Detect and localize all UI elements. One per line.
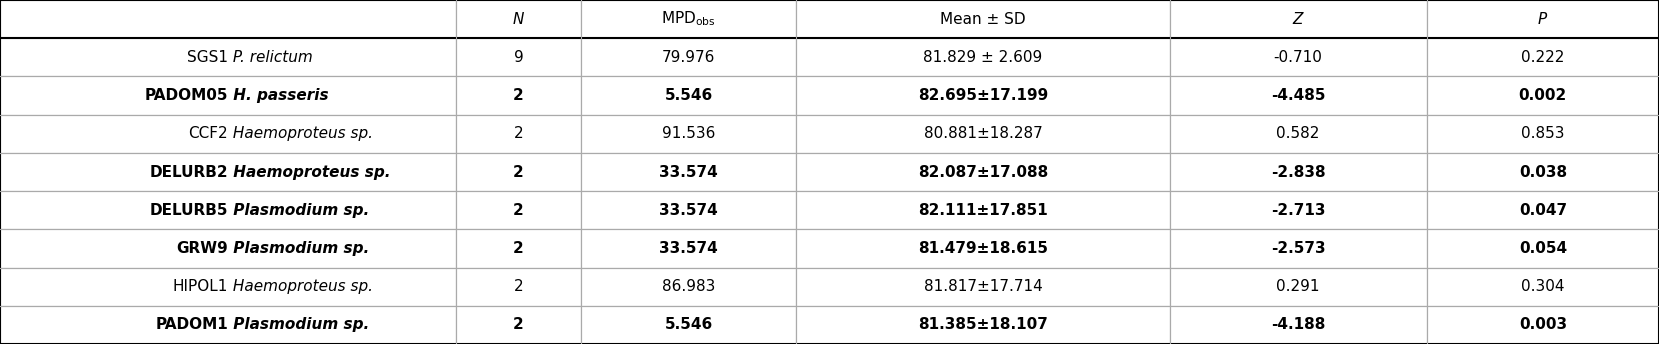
Text: 82.111±17.851: 82.111±17.851 bbox=[917, 203, 1048, 218]
Bar bbox=[456, 76, 581, 115]
Text: 5.546: 5.546 bbox=[664, 318, 713, 332]
Bar bbox=[456, 229, 581, 268]
Bar bbox=[456, 0, 581, 38]
Text: 81.829 ± 2.609: 81.829 ± 2.609 bbox=[924, 50, 1042, 65]
Text: 0.038: 0.038 bbox=[1518, 164, 1568, 180]
Text: -4.188: -4.188 bbox=[1271, 318, 1326, 332]
Text: SGS1: SGS1 bbox=[187, 50, 229, 65]
Text: GRW9: GRW9 bbox=[176, 241, 229, 256]
Text: 91.536: 91.536 bbox=[662, 126, 715, 141]
Text: 81.385±18.107: 81.385±18.107 bbox=[917, 318, 1048, 332]
Text: 0.047: 0.047 bbox=[1518, 203, 1568, 218]
Text: CCF2: CCF2 bbox=[189, 126, 229, 141]
Text: Plasmodium sp.: Plasmodium sp. bbox=[229, 241, 370, 256]
Text: 86.983: 86.983 bbox=[662, 279, 715, 294]
Text: Mean ± SD: Mean ± SD bbox=[941, 12, 1025, 26]
Text: 2: 2 bbox=[514, 126, 523, 141]
Text: -2.573: -2.573 bbox=[1271, 241, 1326, 256]
Text: 82.695±17.199: 82.695±17.199 bbox=[917, 88, 1048, 103]
Text: 80.881±18.287: 80.881±18.287 bbox=[924, 126, 1042, 141]
Text: 0.291: 0.291 bbox=[1276, 279, 1321, 294]
Text: $P$: $P$ bbox=[1538, 11, 1548, 27]
Text: 0.054: 0.054 bbox=[1518, 241, 1568, 256]
Text: DELURB2: DELURB2 bbox=[149, 164, 229, 180]
Text: 2: 2 bbox=[513, 318, 524, 332]
Text: $N$: $N$ bbox=[513, 11, 524, 27]
Text: 2: 2 bbox=[514, 279, 523, 294]
Text: Plasmodium sp.: Plasmodium sp. bbox=[229, 203, 370, 218]
Text: H. passeris: H. passeris bbox=[229, 88, 328, 103]
Text: 33.574: 33.574 bbox=[659, 241, 718, 256]
Bar bbox=[456, 153, 581, 191]
Text: 0.002: 0.002 bbox=[1518, 88, 1568, 103]
Bar bbox=[456, 268, 581, 306]
Text: 81.479±18.615: 81.479±18.615 bbox=[917, 241, 1048, 256]
Text: 81.817±17.714: 81.817±17.714 bbox=[924, 279, 1042, 294]
Text: Haemoproteus sp.: Haemoproteus sp. bbox=[229, 279, 373, 294]
Bar bbox=[456, 38, 581, 76]
Text: 33.574: 33.574 bbox=[659, 164, 718, 180]
Text: 0.853: 0.853 bbox=[1521, 126, 1564, 141]
Text: 0.304: 0.304 bbox=[1521, 279, 1564, 294]
Text: -4.485: -4.485 bbox=[1271, 88, 1326, 103]
Text: -2.838: -2.838 bbox=[1271, 164, 1326, 180]
Text: PADOM1: PADOM1 bbox=[156, 318, 229, 332]
Text: MPD$_{\mathregular{obs}}$: MPD$_{\mathregular{obs}}$ bbox=[662, 10, 715, 29]
Bar bbox=[456, 191, 581, 229]
Text: Plasmodium sp.: Plasmodium sp. bbox=[229, 318, 370, 332]
Text: 2: 2 bbox=[513, 88, 524, 103]
Text: Haemoproteus sp.: Haemoproteus sp. bbox=[229, 164, 390, 180]
Text: -0.710: -0.710 bbox=[1274, 50, 1322, 65]
Text: 2: 2 bbox=[513, 203, 524, 218]
Text: P. relictum: P. relictum bbox=[229, 50, 314, 65]
Text: Haemoproteus sp.: Haemoproteus sp. bbox=[229, 126, 373, 141]
Text: 82.087±17.088: 82.087±17.088 bbox=[917, 164, 1048, 180]
Text: 0.582: 0.582 bbox=[1276, 126, 1321, 141]
Text: -2.713: -2.713 bbox=[1271, 203, 1326, 218]
Text: 9: 9 bbox=[514, 50, 523, 65]
Text: 2: 2 bbox=[513, 164, 524, 180]
Bar bbox=[456, 306, 581, 344]
Text: 0.222: 0.222 bbox=[1521, 50, 1564, 65]
Text: $Z$: $Z$ bbox=[1292, 11, 1304, 27]
Text: PADOM05: PADOM05 bbox=[144, 88, 229, 103]
Text: 79.976: 79.976 bbox=[662, 50, 715, 65]
Bar bbox=[456, 115, 581, 153]
Text: HIPOL1: HIPOL1 bbox=[173, 279, 229, 294]
Text: 5.546: 5.546 bbox=[664, 88, 713, 103]
Text: 33.574: 33.574 bbox=[659, 203, 718, 218]
Text: 2: 2 bbox=[513, 241, 524, 256]
Text: 0.003: 0.003 bbox=[1518, 318, 1568, 332]
Text: DELURB5: DELURB5 bbox=[149, 203, 229, 218]
